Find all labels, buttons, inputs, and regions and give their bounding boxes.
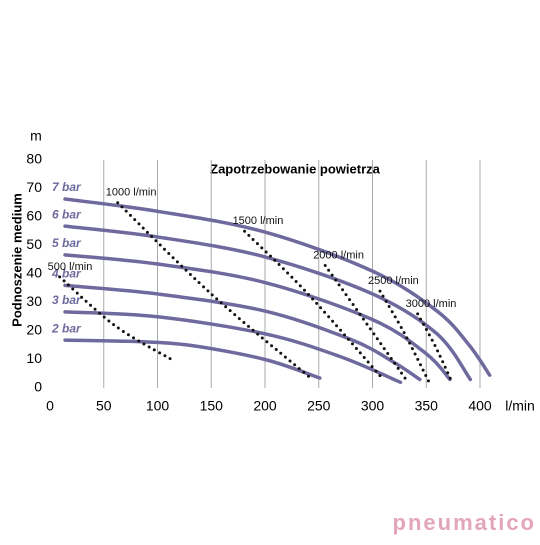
x-tick-label: 150 [200,398,224,414]
x-tick-label: 400 [468,398,492,414]
air-consumption-line [58,275,173,361]
y-tick-label: 10 [26,350,42,366]
x-tick-label: 100 [146,398,170,414]
y-tick-label: 30 [26,293,42,309]
x-tick-label: 250 [307,398,331,414]
air-consumption-label: 1500 l/min [233,215,284,227]
x-tick-label: 300 [361,398,385,414]
air-consumption-label: 2000 l/min [313,249,364,261]
air-consumption-label: 500 l/min [48,261,93,273]
air-consumption-label: 1000 l/min [106,187,157,199]
x-tick-label: 0 [46,398,54,414]
air-consumption-line [323,263,410,384]
y-axis-label: Podnoszenie medium [9,193,24,327]
air-consumption-label: 2500 l/min [368,275,419,287]
pressure-curve [63,224,473,382]
y-tick-label: 70 [26,179,42,195]
chart-title: Zapotrzebowanie powietrza [210,161,381,176]
air-consumption-line [116,201,314,381]
x-tick-label: 200 [253,398,277,414]
pressure-label: 5 bar [52,236,82,250]
air-consumption-line [378,289,433,387]
y-tick-label: 50 [26,236,42,252]
pressure-label: 6 bar [52,207,82,221]
x-unit: l/min [505,398,535,414]
y-unit: m [30,128,42,144]
pressure-label: 7 bar [52,180,82,194]
air-consumption-label: 3000 l/min [406,298,457,310]
x-tick-label: 50 [96,398,112,414]
y-tick-label: 60 [26,208,42,224]
pressure-curve [63,197,492,377]
pressure-curve [63,253,452,382]
y-tick-label: 80 [26,151,42,167]
x-tick-label: 350 [415,398,439,414]
pressure-label: 2 bar [51,321,82,335]
brand-logo: pneumatico [393,510,536,535]
y-tick-label: 40 [26,265,42,281]
air-consumption-line [243,229,385,381]
y-tick-label: 20 [26,322,42,338]
air-consumption-line [416,312,454,384]
y-tick-label: 0 [34,379,42,395]
pressure-curve [63,338,322,380]
pressure-curve [63,310,403,385]
pressure-label: 3 bar [52,293,82,307]
